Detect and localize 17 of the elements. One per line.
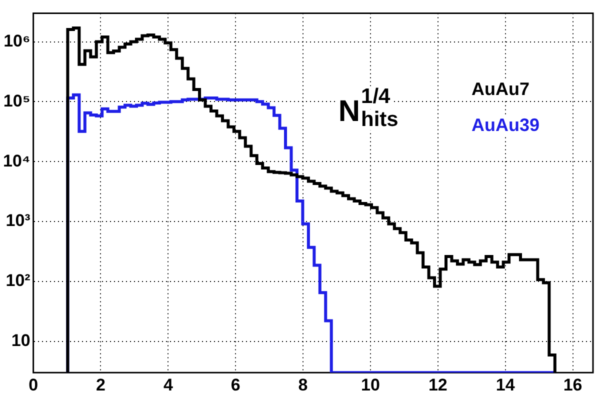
x-tick-label: 8 (298, 375, 308, 394)
x-tick-label: 0 (28, 375, 38, 394)
y-tick-label: 10⁴ (2, 151, 30, 170)
y-tick-label: 10 (11, 330, 30, 350)
y-tick-label: 10³ (6, 211, 31, 230)
text: AuAu39 (472, 115, 540, 136)
x-tick-label: 14 (496, 375, 516, 394)
x-tick-label: 2 (96, 375, 106, 394)
x-tick-label: 6 (230, 375, 240, 394)
y-tick-label: 10⁶ (4, 31, 30, 50)
x-tick-label: 4 (163, 375, 174, 394)
x-tick-label: 12 (428, 375, 448, 394)
x-tick-label: 10 (361, 375, 380, 394)
x-tick-label: 16 (563, 375, 582, 394)
text: AuAu7 (472, 79, 530, 100)
y-tick-label: 10² (6, 271, 31, 290)
y-tick-label: 10⁵ (3, 91, 30, 110)
